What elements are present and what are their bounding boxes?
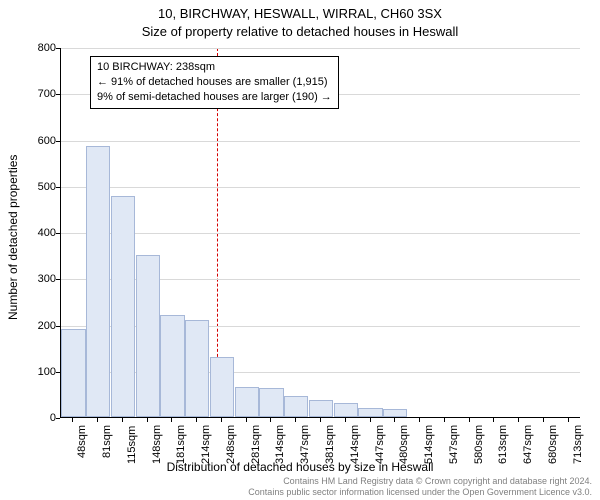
footer-line-2: Contains public sector information licen…	[248, 487, 592, 498]
xtick-label: 48sqm	[76, 425, 88, 458]
xtick-label: 680sqm	[547, 425, 559, 464]
gridline-h	[61, 141, 580, 142]
xtick-mark	[469, 418, 470, 422]
gridline-h	[61, 187, 580, 188]
ytick-label: 400	[16, 227, 56, 239]
ytick-mark	[56, 94, 60, 95]
ytick-mark	[56, 187, 60, 188]
xtick-mark	[171, 418, 172, 422]
histogram-bar	[284, 396, 308, 417]
xtick-label: 580sqm	[473, 425, 485, 464]
xtick-mark	[221, 418, 222, 422]
ytick-mark	[56, 372, 60, 373]
xtick-mark	[394, 418, 395, 422]
xtick-mark	[122, 418, 123, 422]
ytick-mark	[56, 48, 60, 49]
histogram-bar	[259, 388, 283, 417]
histogram-bar	[160, 315, 184, 417]
ytick-mark	[56, 326, 60, 327]
annotation-line: 10 BIRCHWAY: 238sqm	[97, 60, 332, 75]
gridline-h	[61, 48, 580, 49]
ytick-mark	[56, 418, 60, 419]
xtick-mark	[147, 418, 148, 422]
xtick-mark	[444, 418, 445, 422]
gridline-h	[61, 233, 580, 234]
ytick-mark	[56, 279, 60, 280]
ytick-label: 200	[16, 320, 56, 332]
xtick-mark	[246, 418, 247, 422]
footer-line-1: Contains HM Land Registry data © Crown c…	[248, 476, 592, 487]
histogram-bar	[61, 329, 85, 417]
ytick-label: 500	[16, 181, 56, 193]
xtick-mark	[320, 418, 321, 422]
histogram-bar	[136, 255, 160, 417]
ytick-label: 700	[16, 88, 56, 100]
xtick-mark	[543, 418, 544, 422]
ytick-label: 100	[16, 366, 56, 378]
ytick-label: 0	[16, 412, 56, 424]
xtick-label: 314sqm	[274, 425, 286, 464]
xtick-label: 248sqm	[225, 425, 237, 464]
annotation-line: ← 91% of detached houses are smaller (1,…	[97, 75, 332, 90]
xtick-mark	[493, 418, 494, 422]
chart-container: 10, BIRCHWAY, HESWALL, WIRRAL, CH60 3SX …	[0, 0, 600, 500]
xtick-mark	[97, 418, 98, 422]
xtick-label: 281sqm	[250, 425, 262, 464]
xtick-label: 81sqm	[101, 425, 113, 458]
xtick-label: 115sqm	[126, 426, 138, 464]
xtick-mark	[270, 418, 271, 422]
xtick-label: 381sqm	[324, 425, 336, 464]
xtick-label: 713sqm	[572, 425, 584, 464]
xtick-label: 480sqm	[398, 425, 410, 464]
ytick-label: 800	[16, 42, 56, 54]
xtick-label: 347sqm	[299, 425, 311, 464]
xtick-label: 181sqm	[175, 425, 187, 464]
ytick-mark	[56, 141, 60, 142]
xtick-label: 447sqm	[374, 425, 386, 464]
xtick-mark	[345, 418, 346, 422]
histogram-bar	[210, 357, 234, 417]
xtick-label: 647sqm	[522, 425, 534, 464]
ytick-label: 300	[16, 273, 56, 285]
histogram-bar	[111, 196, 135, 417]
xtick-label: 148sqm	[151, 425, 163, 464]
xtick-label: 514sqm	[423, 425, 435, 464]
histogram-bar	[358, 408, 382, 417]
xtick-mark	[518, 418, 519, 422]
xtick-label: 414sqm	[349, 425, 361, 464]
xtick-label: 613sqm	[497, 425, 509, 464]
xtick-label: 214sqm	[200, 425, 212, 464]
xtick-mark	[196, 418, 197, 422]
ytick-label: 600	[16, 135, 56, 147]
ytick-mark	[56, 233, 60, 234]
histogram-bar	[86, 146, 110, 417]
histogram-bar	[334, 403, 358, 417]
chart-title-line2: Size of property relative to detached ho…	[0, 24, 600, 39]
chart-title-line1: 10, BIRCHWAY, HESWALL, WIRRAL, CH60 3SX	[0, 6, 600, 21]
xtick-mark	[370, 418, 371, 422]
histogram-bar	[383, 409, 407, 417]
histogram-bar	[235, 387, 259, 417]
xtick-mark	[419, 418, 420, 422]
annotation-line: 9% of semi-detached houses are larger (1…	[97, 90, 332, 105]
annotation-box: 10 BIRCHWAY: 238sqm← 91% of detached hou…	[90, 56, 339, 109]
xtick-mark	[72, 418, 73, 422]
attribution-footer: Contains HM Land Registry data © Crown c…	[248, 476, 592, 498]
xtick-label: 547sqm	[448, 425, 460, 464]
xtick-mark	[568, 418, 569, 422]
histogram-bar	[309, 400, 333, 417]
histogram-bar	[185, 320, 209, 417]
xtick-mark	[295, 418, 296, 422]
